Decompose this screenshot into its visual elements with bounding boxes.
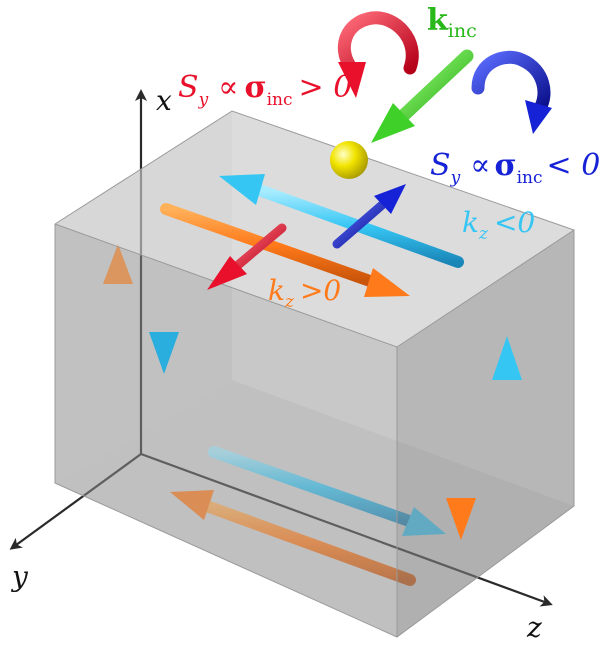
- spin-negative-s: S: [430, 148, 451, 183]
- spin-negative-prop: ∝: [470, 148, 490, 183]
- k-inc-arrow: [371, 49, 474, 143]
- kz-negative-label: kz <0: [462, 206, 535, 244]
- k-inc-label: kinc: [427, 3, 477, 42]
- axes: [9, 89, 553, 607]
- spin-negative-sigma: σ: [494, 148, 516, 183]
- blue-spin-arrow: [332, 184, 406, 249]
- kz-positive-rel: >0: [300, 274, 341, 307]
- right-cyan-arrow: [492, 336, 522, 518]
- spin-positive-sigma-sub: inc: [267, 90, 293, 110]
- box-top-face: [55, 111, 574, 347]
- spin-positive-label: Sy ∝ σinc > 0: [178, 70, 352, 110]
- left-orange-arrow: [103, 244, 133, 422]
- kz-negative-rel: <0: [494, 206, 535, 239]
- right-orange-arrow: [446, 366, 476, 540]
- red-spin-arrow: [207, 223, 287, 290]
- spin-positive-sigma: σ: [244, 70, 266, 105]
- spin-positive-s: S: [178, 70, 199, 105]
- k-inc-main: k: [427, 3, 449, 38]
- box-right-face: [397, 230, 574, 637]
- spin-positive-rel: > 0: [299, 70, 353, 105]
- kz-positive-k: k: [268, 274, 285, 307]
- red-circular-arrow: [337, 11, 419, 98]
- y-axis-label: y: [10, 560, 29, 593]
- spin-positive-prop: ∝: [218, 70, 238, 105]
- blue-circular-arrow: [471, 50, 552, 134]
- z-axis-label: z: [526, 611, 542, 644]
- left-cyan-down-arrow: [149, 200, 179, 374]
- incident-particle: [330, 141, 368, 179]
- box-front: [54, 110, 576, 638]
- spin-negative-sigma-sub: inc: [517, 168, 543, 188]
- kz-positive-sub: z: [284, 292, 295, 312]
- spin-positive-s-sub: y: [198, 90, 209, 110]
- spin-negative-label: Sy ∝ σinc < 0: [430, 148, 599, 188]
- x-axis-label: x: [156, 84, 172, 117]
- k-inc-sub: inc: [448, 20, 477, 42]
- kz-negative-sub: z: [478, 224, 489, 244]
- kz-negative-k: k: [462, 206, 479, 239]
- kz-positive-label: kz >0: [268, 274, 341, 312]
- spin-negative-s-sub: y: [450, 168, 461, 188]
- z-axis-line: [140, 452, 553, 607]
- bottom-orange-arrow: [170, 490, 416, 586]
- y-axis-line: [9, 453, 142, 550]
- box-front-face: [55, 224, 397, 637]
- spin-negative-rel: < 0: [547, 148, 599, 183]
